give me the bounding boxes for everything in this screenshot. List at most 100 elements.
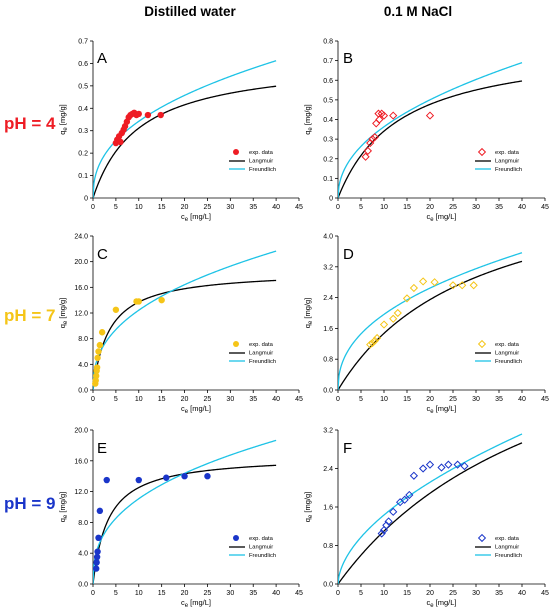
y-tick-label: 16.0 <box>74 285 88 292</box>
data-point <box>163 474 170 481</box>
y-tick-label: 0.8 <box>323 543 333 550</box>
legend-entry: exp. data <box>249 150 274 156</box>
y-tick-label: 0.5 <box>78 83 88 90</box>
x-tick-label: 20 <box>426 396 434 403</box>
legend-entry: Langmuir <box>249 351 273 357</box>
y-tick-label: 0.0 <box>78 582 88 589</box>
data-point <box>94 548 101 555</box>
x-tick-label: 45 <box>541 396 549 403</box>
panel-b: 0 5 10 15 20 25 30 35 40 45 0 0.1 0.2 0.3 0.4 0.5 0.6 0.7… <box>303 39 549 224</box>
legend-entry: Freundlich <box>249 167 276 173</box>
x-tick-label: 35 <box>249 396 257 403</box>
x-tick-label: 15 <box>158 204 166 211</box>
data-point <box>112 306 120 313</box>
x-tick-label: 30 <box>472 590 480 597</box>
legend-entry: Langmuir <box>249 159 273 165</box>
y-tick-label: 0.2 <box>323 156 333 163</box>
data-point <box>430 278 439 287</box>
y-tick-label: 0.8 <box>323 39 333 46</box>
legend-marker-data <box>477 147 487 157</box>
data-point <box>95 534 102 541</box>
data-point <box>372 333 382 343</box>
legend: exp. data Langmuir Freundlich <box>229 149 276 173</box>
x-tick-label: 25 <box>449 204 457 211</box>
panel-label: C <box>97 246 108 263</box>
x-axis-label: ce [mg/L] <box>426 598 456 609</box>
y-tick-label: 12.0 <box>74 311 88 318</box>
data-point <box>372 119 381 128</box>
data-point <box>96 341 104 349</box>
data-point <box>384 517 393 526</box>
legend-entry: exp. data <box>495 150 520 156</box>
x-tick-label: 0 <box>336 204 340 211</box>
x-tick-label: 45 <box>295 204 303 211</box>
y-tick-label: 8.0 <box>78 520 88 527</box>
x-tick-label: 40 <box>518 590 526 597</box>
data-point <box>98 329 106 336</box>
x-axis-label: ce [mg/L] <box>181 404 211 415</box>
y-tick-label: 3.2 <box>323 428 333 435</box>
x-tick-label: 30 <box>472 204 480 211</box>
y-tick-label: 0.5 <box>323 97 333 104</box>
data-point <box>379 111 389 120</box>
data-point <box>366 340 375 349</box>
y-tick-label: 0.0 <box>78 388 88 395</box>
legend-marker-data <box>477 339 487 349</box>
data-point <box>375 115 384 124</box>
x-tick-label: 15 <box>403 590 411 597</box>
legend-entry: Freundlich <box>495 359 522 365</box>
x-tick-label: 45 <box>295 590 303 597</box>
x-tick-label: 45 <box>541 590 549 597</box>
freundlich-curve <box>93 250 277 390</box>
panel-label: F <box>343 440 352 457</box>
y-axis-label: qe [mg/g] <box>303 104 314 134</box>
y-tick-label: 0.3 <box>323 137 333 144</box>
y-tick-label: 8.0 <box>78 336 88 343</box>
legend-entry: exp. data <box>249 342 274 348</box>
x-tick-label: 25 <box>204 590 212 597</box>
legend-entry: Langmuir <box>495 545 519 551</box>
panel-f: 0 5 10 15 20 25 30 35 40 45 0.0 0.8 1.6 2.4 3.2 ce [mg/… <box>303 428 549 610</box>
data-point <box>181 473 188 480</box>
x-tick-label: 40 <box>272 204 280 211</box>
panel-label: A <box>97 50 107 67</box>
data-point <box>144 111 152 119</box>
x-tick-label: 25 <box>449 590 457 597</box>
data-point <box>409 283 419 293</box>
x-tick-label: 0 <box>336 396 340 403</box>
y-tick-label: 0.7 <box>78 39 88 46</box>
y-tick-label: 1.6 <box>323 505 333 512</box>
x-tick-label: 30 <box>472 396 480 403</box>
x-tick-label: 10 <box>380 396 388 403</box>
data-point <box>93 372 100 380</box>
panel-e: 0 5 10 15 20 25 30 35 40 45 0.0 4.0 8.0 12.0 16.0 20.0 c… <box>58 428 303 610</box>
x-axis-label: ce [mg/L] <box>426 212 456 223</box>
legend-entry: exp. data <box>249 536 274 542</box>
data-point <box>393 308 402 318</box>
y-tick-label: 0.0 <box>323 582 333 589</box>
x-tick-label: 25 <box>204 204 212 211</box>
legend-marker-data <box>233 149 239 155</box>
x-tick-label: 40 <box>518 396 526 403</box>
x-axis-label: ce [mg/L] <box>181 598 211 609</box>
x-tick-label: 35 <box>249 204 257 211</box>
x-tick-label: 0 <box>91 590 95 597</box>
panel-c: 0 5 10 15 20 25 30 35 40 45 0.0 4.0 8.0 12.0 16.0 20.0 2… <box>58 234 303 416</box>
data-point <box>135 298 142 305</box>
x-tick-label: 10 <box>135 396 143 403</box>
legend: exp. data Langmuir Freundlich <box>475 339 522 365</box>
y-axis-label: qe [mg/g] <box>58 104 69 134</box>
data-point <box>425 111 435 120</box>
data-point <box>405 490 414 500</box>
legend-entry: Freundlich <box>249 359 276 365</box>
x-tick-label: 35 <box>249 590 257 597</box>
panel-a: 0 5 10 15 20 25 30 35 40 45 0 0.1 0.2 0.3 0.4 0.5 0.6 0.7… <box>58 39 303 224</box>
y-axis-label: qe [mg/g] <box>58 298 69 328</box>
y-tick-label: 3.2 <box>323 264 333 271</box>
legend-entry: exp. data <box>495 342 520 348</box>
y-tick-label: 4.0 <box>78 362 88 369</box>
x-tick-label: 35 <box>495 204 503 211</box>
langmuir-curve <box>338 80 523 198</box>
freundlich-curve <box>338 252 523 390</box>
x-tick-label: 40 <box>272 396 280 403</box>
